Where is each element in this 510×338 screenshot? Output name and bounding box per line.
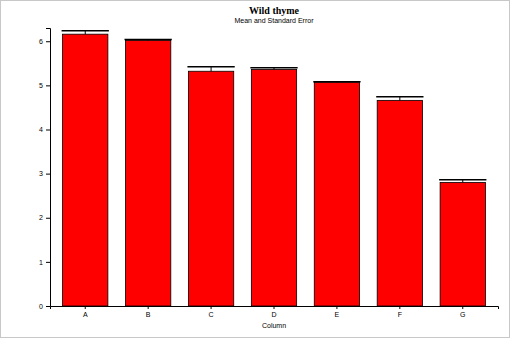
error-cap [62, 30, 109, 32]
tick-mark [462, 306, 463, 309]
tick: 0 [39, 303, 50, 310]
tick: F [398, 306, 402, 318]
bar [440, 182, 485, 306]
error-bar [187, 67, 234, 71]
tick-mark [211, 306, 212, 309]
tick-mark [148, 306, 149, 309]
x-axis: A B C D E F G [51, 306, 499, 318]
frame [1, 1, 510, 338]
chart: 0 1 2 3 4 5 6 A B C D E F G Column Wild thymeMean and S… [0, 0, 510, 338]
error-cap [250, 67, 297, 69]
bar [314, 82, 359, 306]
tick-mark [274, 306, 275, 309]
error-cap [187, 66, 234, 68]
tick-mark [399, 306, 400, 309]
title: Wild thyme [249, 5, 300, 16]
axis-line [51, 307, 499, 310]
bars [62, 31, 487, 306]
x-axis-label: Column [262, 322, 286, 329]
tick-label: 4 [39, 126, 43, 133]
tick-mark [46, 262, 50, 263]
tick-label: 5 [39, 82, 43, 89]
tick-mark [46, 218, 50, 219]
tick-mark [46, 129, 50, 130]
tick: 6 [39, 38, 50, 45]
error-bar [439, 180, 486, 183]
tick: 1 [39, 259, 50, 266]
tick-label: A [83, 311, 88, 318]
tick-label: 0 [39, 303, 43, 310]
tick: D [271, 306, 276, 318]
tick-mark [46, 174, 50, 175]
tick-label: C [209, 311, 214, 318]
error-bar [313, 81, 360, 82]
error-cap [376, 96, 423, 98]
tick-label: F [398, 311, 402, 318]
tick: A [83, 306, 88, 318]
tick-label: 2 [39, 214, 43, 221]
bar [126, 40, 171, 306]
tick-label: G [460, 311, 465, 318]
error-cap [313, 81, 360, 83]
tick-label: 3 [39, 170, 43, 177]
bar [377, 100, 422, 306]
tick-mark [336, 306, 337, 309]
tick: G [460, 306, 465, 318]
y-axis: 0 1 2 3 4 5 6 [39, 29, 50, 310]
tick: 3 [39, 170, 50, 177]
subtitle: Mean and Standard Error [235, 17, 315, 24]
bar [63, 34, 108, 306]
error-bar [250, 68, 297, 70]
bar [251, 69, 296, 306]
tick: B [146, 306, 151, 318]
error-bar [376, 97, 423, 101]
tick: E [335, 306, 340, 318]
tick-mark [46, 306, 50, 307]
tick-mark [46, 85, 50, 86]
error-bar [125, 39, 172, 41]
axis-line [46, 29, 51, 307]
tick-label: 1 [39, 259, 43, 266]
tick-mark [46, 41, 50, 42]
plot: 0 1 2 3 4 5 6 A B C D E F G [39, 29, 498, 318]
error-cap [125, 39, 172, 41]
tick-label: E [335, 311, 340, 318]
tick-label: B [146, 311, 151, 318]
tick: C [209, 306, 214, 318]
error-bar [62, 31, 109, 35]
bar [188, 71, 233, 306]
tick-mark [85, 306, 86, 309]
tick-label: D [271, 311, 276, 318]
tick: 4 [39, 126, 50, 133]
tick: 5 [39, 82, 50, 89]
tick: 2 [39, 214, 50, 221]
error-cap [439, 179, 486, 181]
tick-label: 6 [39, 38, 43, 45]
